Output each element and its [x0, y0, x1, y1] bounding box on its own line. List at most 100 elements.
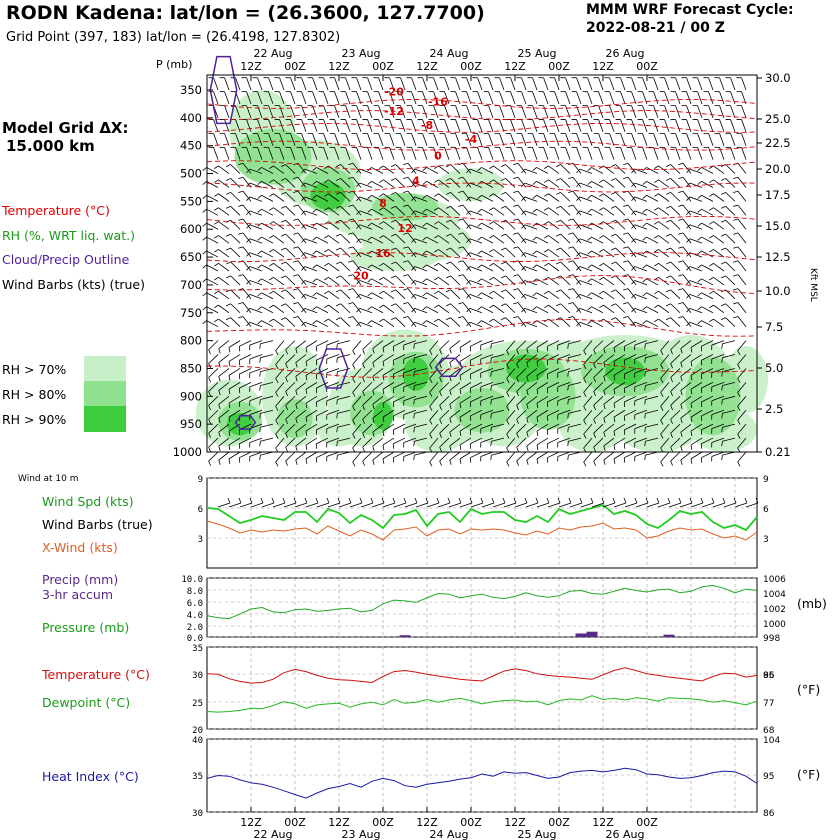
- wind-barb-staff: [297, 246, 307, 258]
- wind-barb-staff: [444, 91, 450, 105]
- wind-barb-staff: [719, 119, 725, 132]
- wind-barb-flag: [458, 260, 464, 263]
- wind-barb: [737, 423, 747, 439]
- wind-barb: [678, 204, 692, 216]
- wind-barb-staff: [352, 288, 362, 300]
- bottom-date-label: 22 Aug: [254, 828, 293, 840]
- wind-barb-staff: [660, 409, 670, 421]
- wind-barb: [593, 354, 604, 369]
- wind-barb: [458, 316, 472, 327]
- wind-barb: [335, 233, 351, 244]
- surface-wind-barb-flag: [546, 497, 550, 504]
- wind-barb-staff: [414, 340, 428, 345]
- wind-barb-staff: [450, 289, 461, 300]
- wind-barb-flag: [259, 427, 261, 433]
- wind-barb-staff: [352, 302, 362, 314]
- wind-barb-flag: [449, 362, 452, 368]
- wind-barb: [583, 354, 593, 370]
- wind-barb-flag: [238, 302, 244, 305]
- wind-barb: [246, 307, 263, 314]
- wind-barb: [263, 77, 274, 91]
- wind-barb-flag: [305, 347, 308, 353]
- wind-barb: [634, 382, 648, 392]
- wind-barb: [390, 303, 406, 314]
- wind-barb: [439, 119, 450, 132]
- wind-barb-staff: [230, 303, 241, 314]
- wind-barb: [703, 105, 714, 118]
- wind-barb-staff: [634, 266, 648, 272]
- wind-barb: [703, 119, 714, 132]
- surface-wind-barb: [239, 502, 253, 508]
- wind-barb-flag: [429, 350, 433, 356]
- wind-barb: [626, 105, 637, 118]
- wind-barb-flag: [367, 194, 372, 199]
- wind-barb: [654, 207, 670, 216]
- wind-barb-flag: [733, 316, 739, 319]
- wind-barb: [532, 306, 549, 314]
- wind-barb: [257, 250, 274, 258]
- wind-barb-staff: [470, 437, 483, 445]
- wind-barb-staff: [352, 354, 362, 365]
- wind-barb-flag: [567, 371, 569, 377]
- wind-barb-staff: [230, 247, 241, 258]
- wind-barb: [293, 260, 307, 272]
- wind-barb-flag: [403, 302, 409, 305]
- legend-wind-barbs: Wind Barbs (kts) (true): [2, 277, 145, 292]
- bottom-time-label: 12Z: [416, 816, 438, 829]
- wind-barb-staff: [230, 178, 241, 188]
- height-tick-label: 30.0: [765, 71, 791, 85]
- wind-barb-flag: [259, 371, 261, 377]
- wind-barb-flag: [532, 292, 537, 297]
- wind-barb-flag: [654, 207, 659, 211]
- wind-barb: [500, 261, 516, 272]
- wind-barb: [490, 437, 505, 447]
- wind-barb-staff: [438, 304, 450, 314]
- wind-barb-flag: [610, 219, 616, 223]
- wind-barb: [642, 194, 659, 202]
- wind-barb: [489, 249, 505, 258]
- wind-barb-flag: [720, 261, 726, 265]
- wind-barb-flag: [489, 276, 494, 281]
- wind-barb-staff: [411, 91, 417, 105]
- wind-barb-staff: [620, 147, 626, 160]
- wind-barb-staff: [359, 266, 373, 272]
- wind-barb: [634, 451, 648, 462]
- wind-barb: [202, 222, 219, 230]
- wind-barb-flag: [390, 191, 396, 195]
- wind-barb-flag: [411, 238, 416, 243]
- wind-barb-flag: [202, 194, 207, 199]
- wind-barb-staff: [340, 192, 351, 202]
- wind-barb: [690, 423, 703, 437]
- wind-barb: [623, 451, 637, 463]
- wind-barb: [665, 261, 681, 272]
- wind-barb: [720, 303, 736, 314]
- wind-barb-staff: [356, 147, 362, 160]
- wind-barb: [587, 278, 604, 286]
- wind-barb: [725, 132, 736, 146]
- wind-barb: [326, 354, 340, 364]
- wind-barb-staff: [506, 409, 516, 421]
- wind-barb-staff: [591, 208, 604, 216]
- wind-barb-staff: [316, 368, 329, 375]
- wind-barb: [483, 146, 494, 160]
- wind-barb-staff: [664, 133, 670, 146]
- wind-barb-flag: [280, 247, 286, 251]
- surface-wind-barb-flag: [403, 497, 407, 504]
- wind-barb-staff: [450, 192, 461, 202]
- surface-wind-barb: [723, 502, 737, 508]
- wind-barb-staff: [516, 451, 527, 462]
- wind-barb: [246, 252, 263, 258]
- wind-barb-flag: [372, 459, 375, 465]
- wind-barb-staff: [680, 395, 692, 405]
- wind-barb-staff: [524, 252, 538, 258]
- wind-barb-flag: [390, 317, 396, 321]
- wind-barb: [733, 316, 747, 327]
- wind-barb-staff: [730, 105, 736, 118]
- wind-barb-staff: [359, 210, 373, 216]
- height-tick-label: 25.0: [765, 112, 791, 126]
- wind-barb-flag: [449, 459, 452, 465]
- wind-barb: [312, 278, 329, 286]
- wind-barb-flag: [429, 364, 433, 370]
- wind-barb: [356, 280, 373, 286]
- wind-barb-staff: [285, 382, 296, 392]
